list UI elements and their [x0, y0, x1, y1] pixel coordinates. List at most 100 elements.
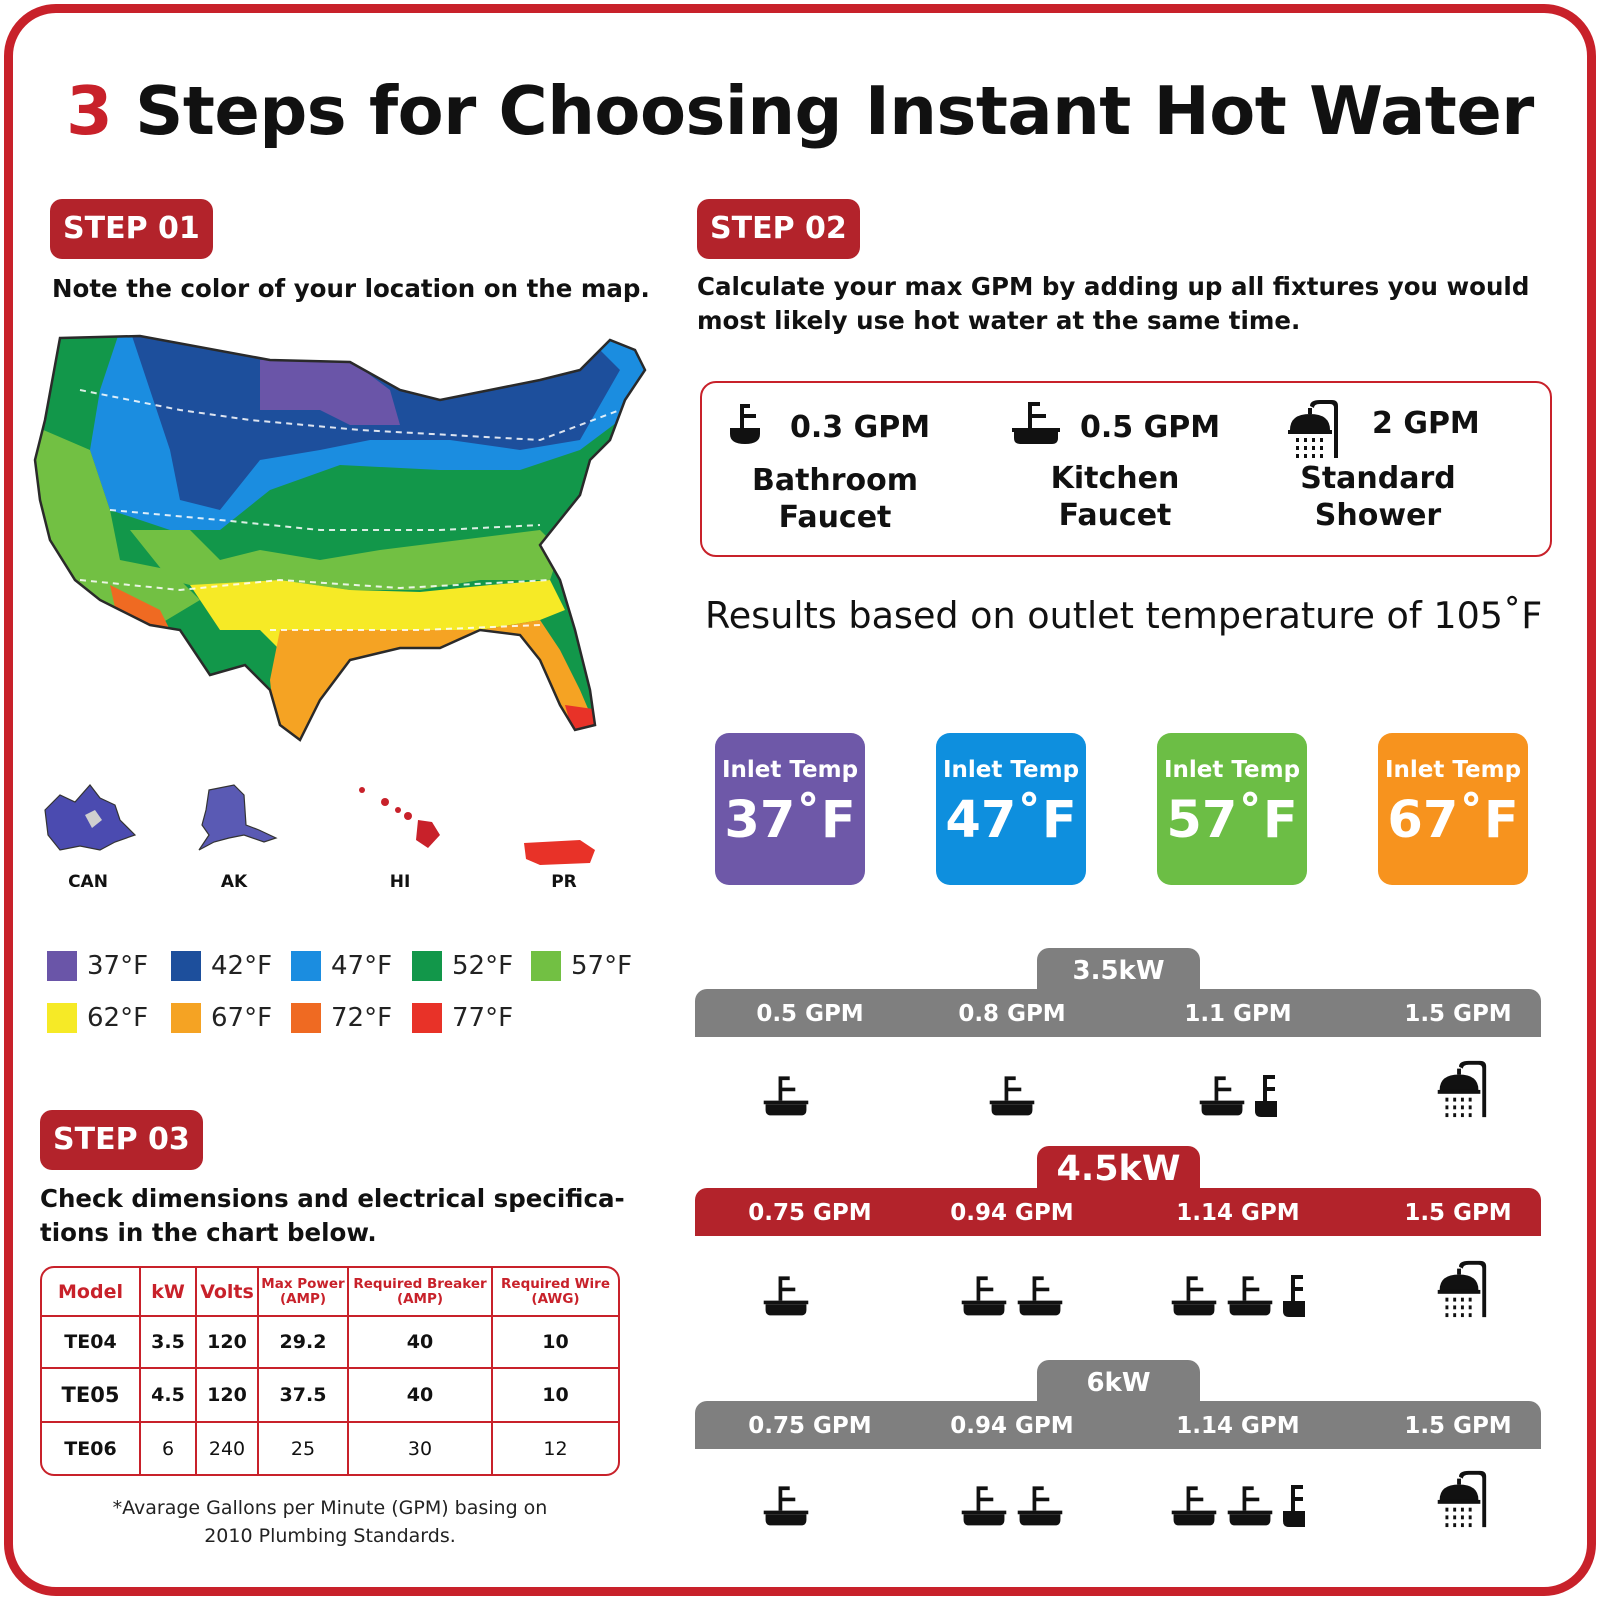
- gpm-cell: 0.75 GPM: [748, 1200, 872, 1226]
- inlet-temp-card: Inlet Temp 37˚F: [715, 733, 865, 885]
- table-header-line: Required Breaker: [353, 1275, 487, 1292]
- legend-label: 67°F: [211, 1003, 273, 1033]
- legend-label: 77°F: [452, 1003, 514, 1033]
- table-cell: 40: [348, 1316, 493, 1369]
- fixture-icon-group: [1128, 1257, 1348, 1319]
- power-level-tab: 4.5kW: [1037, 1146, 1200, 1189]
- legend-item: 67°F: [171, 1002, 272, 1034]
- kitchen-faucet-icon: [763, 1276, 809, 1316]
- inlet-temp-label: Inlet Temp: [942, 757, 1080, 783]
- legend-label: 52°F: [452, 951, 514, 981]
- page-frame: [4, 4, 1596, 1596]
- legend-swatch: [412, 951, 442, 981]
- legend-label: 72°F: [331, 1003, 393, 1033]
- table-header: Required Wire (AWG): [492, 1268, 618, 1317]
- legend-item: 47°F: [291, 950, 392, 982]
- gpm-bar: 0.75 GPM 0.94 GPM 1.14 GPM 1.5 GPM: [695, 1401, 1541, 1449]
- fixture-gpm: 0.3 GPM: [790, 410, 931, 445]
- fixture-icon-group: [902, 1057, 1122, 1119]
- legend-item: 42°F: [171, 950, 272, 982]
- kitchen-faucet-icon: [1171, 1486, 1217, 1526]
- legend-swatch: [291, 951, 321, 981]
- inlet-temp-label: Inlet Temp: [1384, 757, 1522, 783]
- table-cell: TE05: [42, 1368, 141, 1423]
- alaska-map-icon: [198, 784, 278, 851]
- legend-item: 62°F: [47, 1002, 148, 1034]
- kitchen-faucet-icon: [1171, 1276, 1217, 1316]
- table-row: TE04 3.5 120 29.2 40 10: [42, 1316, 618, 1369]
- gpm-cell: 1.1 GPM: [1184, 1001, 1292, 1027]
- table-header: Required Breaker (AMP): [348, 1268, 493, 1317]
- inlet-temp-card: Inlet Temp 67˚F: [1378, 733, 1528, 885]
- gpm-cell: 1.5 GPM: [1404, 1413, 1512, 1439]
- step-03-instruction-line1: Check dimensions and electrical specific…: [40, 1184, 625, 1213]
- gpm-cell: 1.14 GPM: [1176, 1413, 1300, 1439]
- territory-label-pr: PR: [551, 872, 577, 892]
- gpm-cell: 0.5 GPM: [756, 1001, 864, 1027]
- table-header: Volts: [196, 1268, 259, 1317]
- table-header-line: Required Wire: [501, 1275, 610, 1292]
- shower-icon: [1437, 1060, 1487, 1118]
- table-cell: 120: [196, 1316, 259, 1369]
- fixture-icon-group: [1128, 1057, 1348, 1119]
- table-cell: 3.5: [140, 1316, 197, 1369]
- page-title: 3 Steps for Choosing Instant Hot Water: [0, 72, 1600, 150]
- footnote-line: *Avarage Gallons per Minute (GPM) basing…: [112, 1497, 548, 1519]
- gpm-cell: 1.14 GPM: [1176, 1200, 1300, 1226]
- fixture-name-line1: Kitchen: [1050, 461, 1180, 496]
- table-cell: 40: [348, 1368, 493, 1423]
- gpm-cell: 1.5 GPM: [1404, 1200, 1512, 1226]
- legend-swatch: [47, 951, 77, 981]
- territory-label-can: CAN: [68, 872, 108, 892]
- inlet-temp-label: Inlet Temp: [1163, 757, 1301, 783]
- shower-icon: [1437, 1470, 1487, 1528]
- legend-label: 42°F: [211, 951, 273, 981]
- step-02-instruction-line2: most likely use hot water at the same ti…: [697, 306, 1301, 335]
- fixture-icon-group: [676, 1467, 896, 1529]
- step-02-instruction-line1: Calculate your max GPM by adding up all …: [697, 272, 1530, 301]
- kitchen-faucet-icon: [763, 1076, 809, 1116]
- fixture-icon-group: [1350, 1467, 1570, 1529]
- spec-table: Model kW Volts Max Power (AMP) Required …: [40, 1266, 620, 1476]
- table-header: kW: [140, 1268, 197, 1317]
- fixture-gpm: 0.5 GPM: [1080, 410, 1221, 445]
- shower-icon: [1288, 400, 1338, 458]
- kitchen-faucet-icon: [961, 1276, 1007, 1316]
- table-cell: 25: [258, 1422, 349, 1474]
- step-03-instruction-line2: tions in the chart below.: [40, 1218, 377, 1247]
- legend-label: 47°F: [331, 951, 393, 981]
- territory-label-ak: AK: [220, 872, 248, 892]
- legend-swatch: [171, 1003, 201, 1033]
- gpm-bar: 0.75 GPM 0.94 GPM 1.14 GPM 1.5 GPM: [695, 1188, 1541, 1236]
- gpm-bar: 0.5 GPM 0.8 GPM 1.1 GPM 1.5 GPM: [695, 989, 1541, 1037]
- puerto-rico-map-icon: [524, 840, 595, 865]
- fixture-name-line2: Faucet: [778, 500, 892, 535]
- territory-label-hi: HI: [389, 872, 411, 892]
- table-row: TE05 4.5 120 37.5 40 10: [42, 1368, 618, 1423]
- table-cell: 4.5: [140, 1368, 197, 1423]
- fixture-icon-group: [902, 1467, 1122, 1529]
- legend-item: 37°F: [47, 950, 148, 982]
- inlet-temp-value: 47˚F: [945, 791, 1077, 850]
- gpm-cell: 0.8 GPM: [958, 1001, 1066, 1027]
- table-cell: 6: [140, 1422, 197, 1474]
- fixture-icon-group: [1350, 1057, 1570, 1119]
- table-header-line: (AWG): [531, 1290, 580, 1307]
- table-cell: 30: [348, 1422, 493, 1474]
- power-level-tab: 3.5kW: [1037, 948, 1200, 990]
- footnote: *Avarage Gallons per Minute (GPM) basing…: [40, 1494, 620, 1550]
- inlet-temp-card: Inlet Temp 57˚F: [1157, 733, 1307, 885]
- inlet-temp-card: Inlet Temp 47˚F: [936, 733, 1086, 885]
- fixture-icon-group: [1350, 1257, 1570, 1319]
- legend-label: 62°F: [87, 1003, 149, 1033]
- fixture-name-line1: Bathroom: [751, 463, 919, 498]
- table-cell: TE06: [42, 1422, 141, 1474]
- table-cell: 37.5: [258, 1368, 349, 1423]
- legend-swatch: [412, 1003, 442, 1033]
- step-01-badge: STEP 01: [50, 199, 213, 259]
- legend-swatch: [171, 951, 201, 981]
- fixture-name-line2: Faucet: [1058, 498, 1172, 533]
- legend-label: 57°F: [571, 951, 633, 981]
- kitchen-faucet-icon: [1199, 1076, 1245, 1116]
- bathroom-faucet-icon: [730, 404, 760, 444]
